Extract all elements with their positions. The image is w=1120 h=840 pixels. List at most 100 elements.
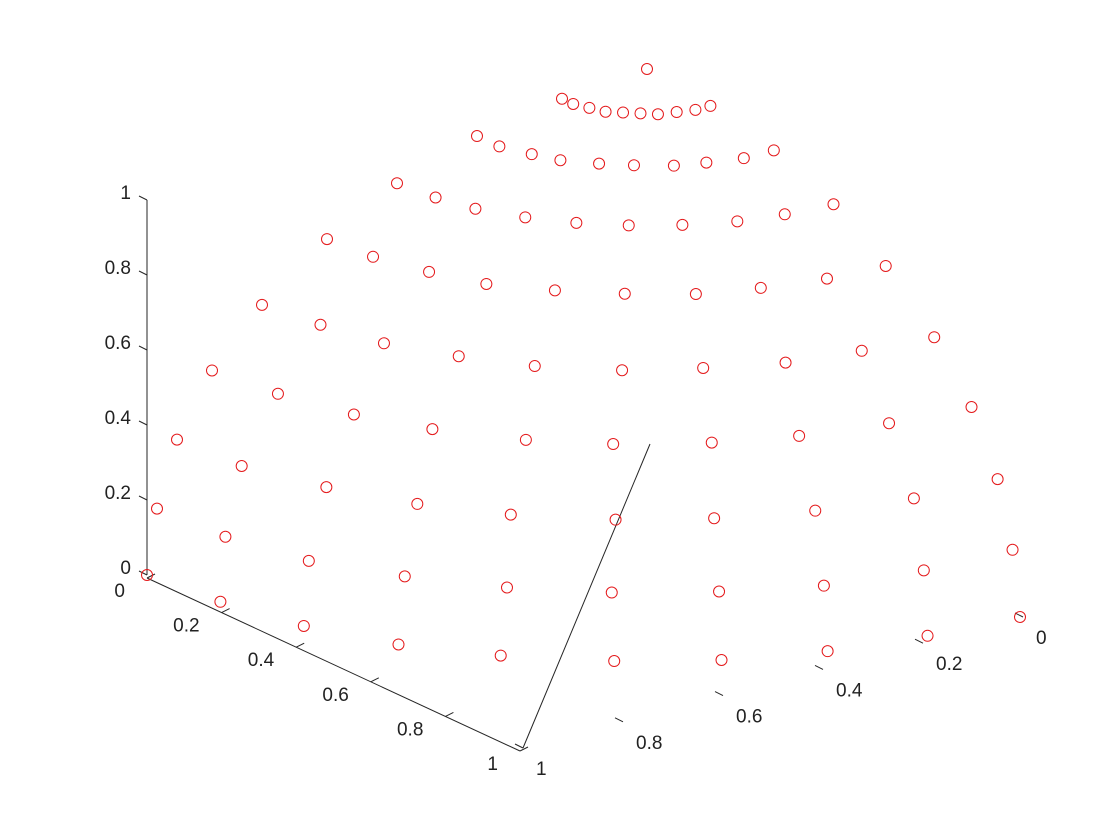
x-tick	[370, 677, 380, 683]
x-tick	[519, 746, 529, 752]
point	[793, 429, 806, 442]
point	[907, 492, 920, 505]
point	[713, 585, 726, 598]
point	[921, 629, 934, 642]
point	[622, 219, 635, 232]
y-tick-label: 0.2	[936, 654, 962, 675]
point	[821, 645, 834, 658]
z-tick	[138, 195, 148, 201]
point	[627, 159, 640, 172]
point	[754, 281, 767, 294]
point	[651, 108, 664, 121]
point	[151, 502, 163, 515]
point	[452, 350, 465, 363]
x-tick-label: 0.4	[248, 650, 275, 671]
point	[429, 191, 442, 204]
point	[634, 107, 647, 120]
point	[928, 331, 941, 344]
point	[605, 586, 618, 599]
point	[556, 92, 568, 105]
point	[817, 579, 830, 592]
point	[554, 154, 567, 167]
point	[392, 638, 405, 651]
point	[583, 101, 596, 114]
z-tick-label: 0	[120, 558, 131, 579]
point	[347, 408, 360, 421]
point	[426, 423, 439, 436]
point	[235, 460, 248, 473]
y-tick-label: 1	[536, 759, 547, 780]
point	[302, 554, 315, 567]
point	[731, 215, 744, 228]
point	[297, 619, 310, 632]
point	[616, 364, 629, 377]
x-tick	[146, 573, 156, 579]
y-tick	[814, 664, 824, 670]
point	[809, 504, 822, 517]
point	[206, 364, 218, 377]
point	[367, 250, 380, 263]
z-tick-label: 0.8	[105, 258, 131, 279]
z-tick	[138, 570, 148, 576]
point	[423, 265, 436, 278]
y-tick-label: 0.8	[636, 733, 662, 754]
point	[471, 130, 483, 143]
point	[519, 433, 532, 446]
point	[855, 344, 868, 357]
z-tick	[138, 420, 148, 426]
point	[494, 649, 507, 662]
z-tick	[138, 270, 148, 276]
point	[271, 387, 284, 400]
point	[548, 284, 561, 297]
x-tick-label: 1	[487, 754, 498, 775]
point	[320, 481, 333, 494]
point	[314, 318, 327, 331]
z-tick	[138, 495, 148, 501]
point	[641, 63, 653, 75]
point	[567, 97, 580, 110]
point	[715, 654, 728, 667]
point	[593, 157, 606, 170]
y-tick	[614, 717, 624, 723]
x-tick-label: 0	[114, 581, 125, 602]
point	[667, 159, 680, 172]
point	[321, 233, 333, 246]
point	[737, 152, 750, 165]
x-axis	[146, 577, 521, 752]
point	[480, 277, 493, 290]
z-tick-label: 0.6	[105, 333, 131, 354]
point	[778, 208, 791, 221]
x-tick-label: 0.2	[173, 616, 199, 637]
point	[599, 105, 612, 118]
point	[700, 156, 713, 169]
point	[609, 513, 622, 526]
y-tick-label: 0.6	[736, 707, 762, 728]
x-tick	[295, 642, 305, 648]
point	[377, 337, 390, 350]
point	[391, 177, 403, 190]
point	[689, 103, 702, 116]
point	[705, 436, 718, 449]
y-tick	[514, 743, 524, 749]
point	[820, 272, 833, 285]
point	[704, 99, 717, 112]
point	[493, 140, 506, 153]
point	[219, 530, 232, 543]
point	[618, 287, 631, 300]
y-tick	[714, 691, 724, 697]
point	[256, 298, 268, 311]
point	[398, 570, 411, 583]
x-tick-label: 0.8	[397, 719, 423, 740]
point	[767, 144, 780, 157]
point	[171, 433, 183, 446]
point	[1014, 611, 1026, 623]
point	[779, 356, 792, 369]
x-tick-label: 0.6	[322, 685, 348, 706]
y-tick	[1014, 612, 1024, 618]
y-axis	[522, 443, 651, 749]
point	[1006, 543, 1019, 556]
point	[697, 361, 710, 374]
point	[504, 508, 517, 521]
point	[879, 259, 892, 272]
x-tick	[221, 608, 230, 614]
